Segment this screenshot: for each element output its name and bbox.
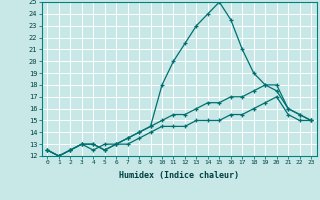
X-axis label: Humidex (Indice chaleur): Humidex (Indice chaleur) [119,171,239,180]
